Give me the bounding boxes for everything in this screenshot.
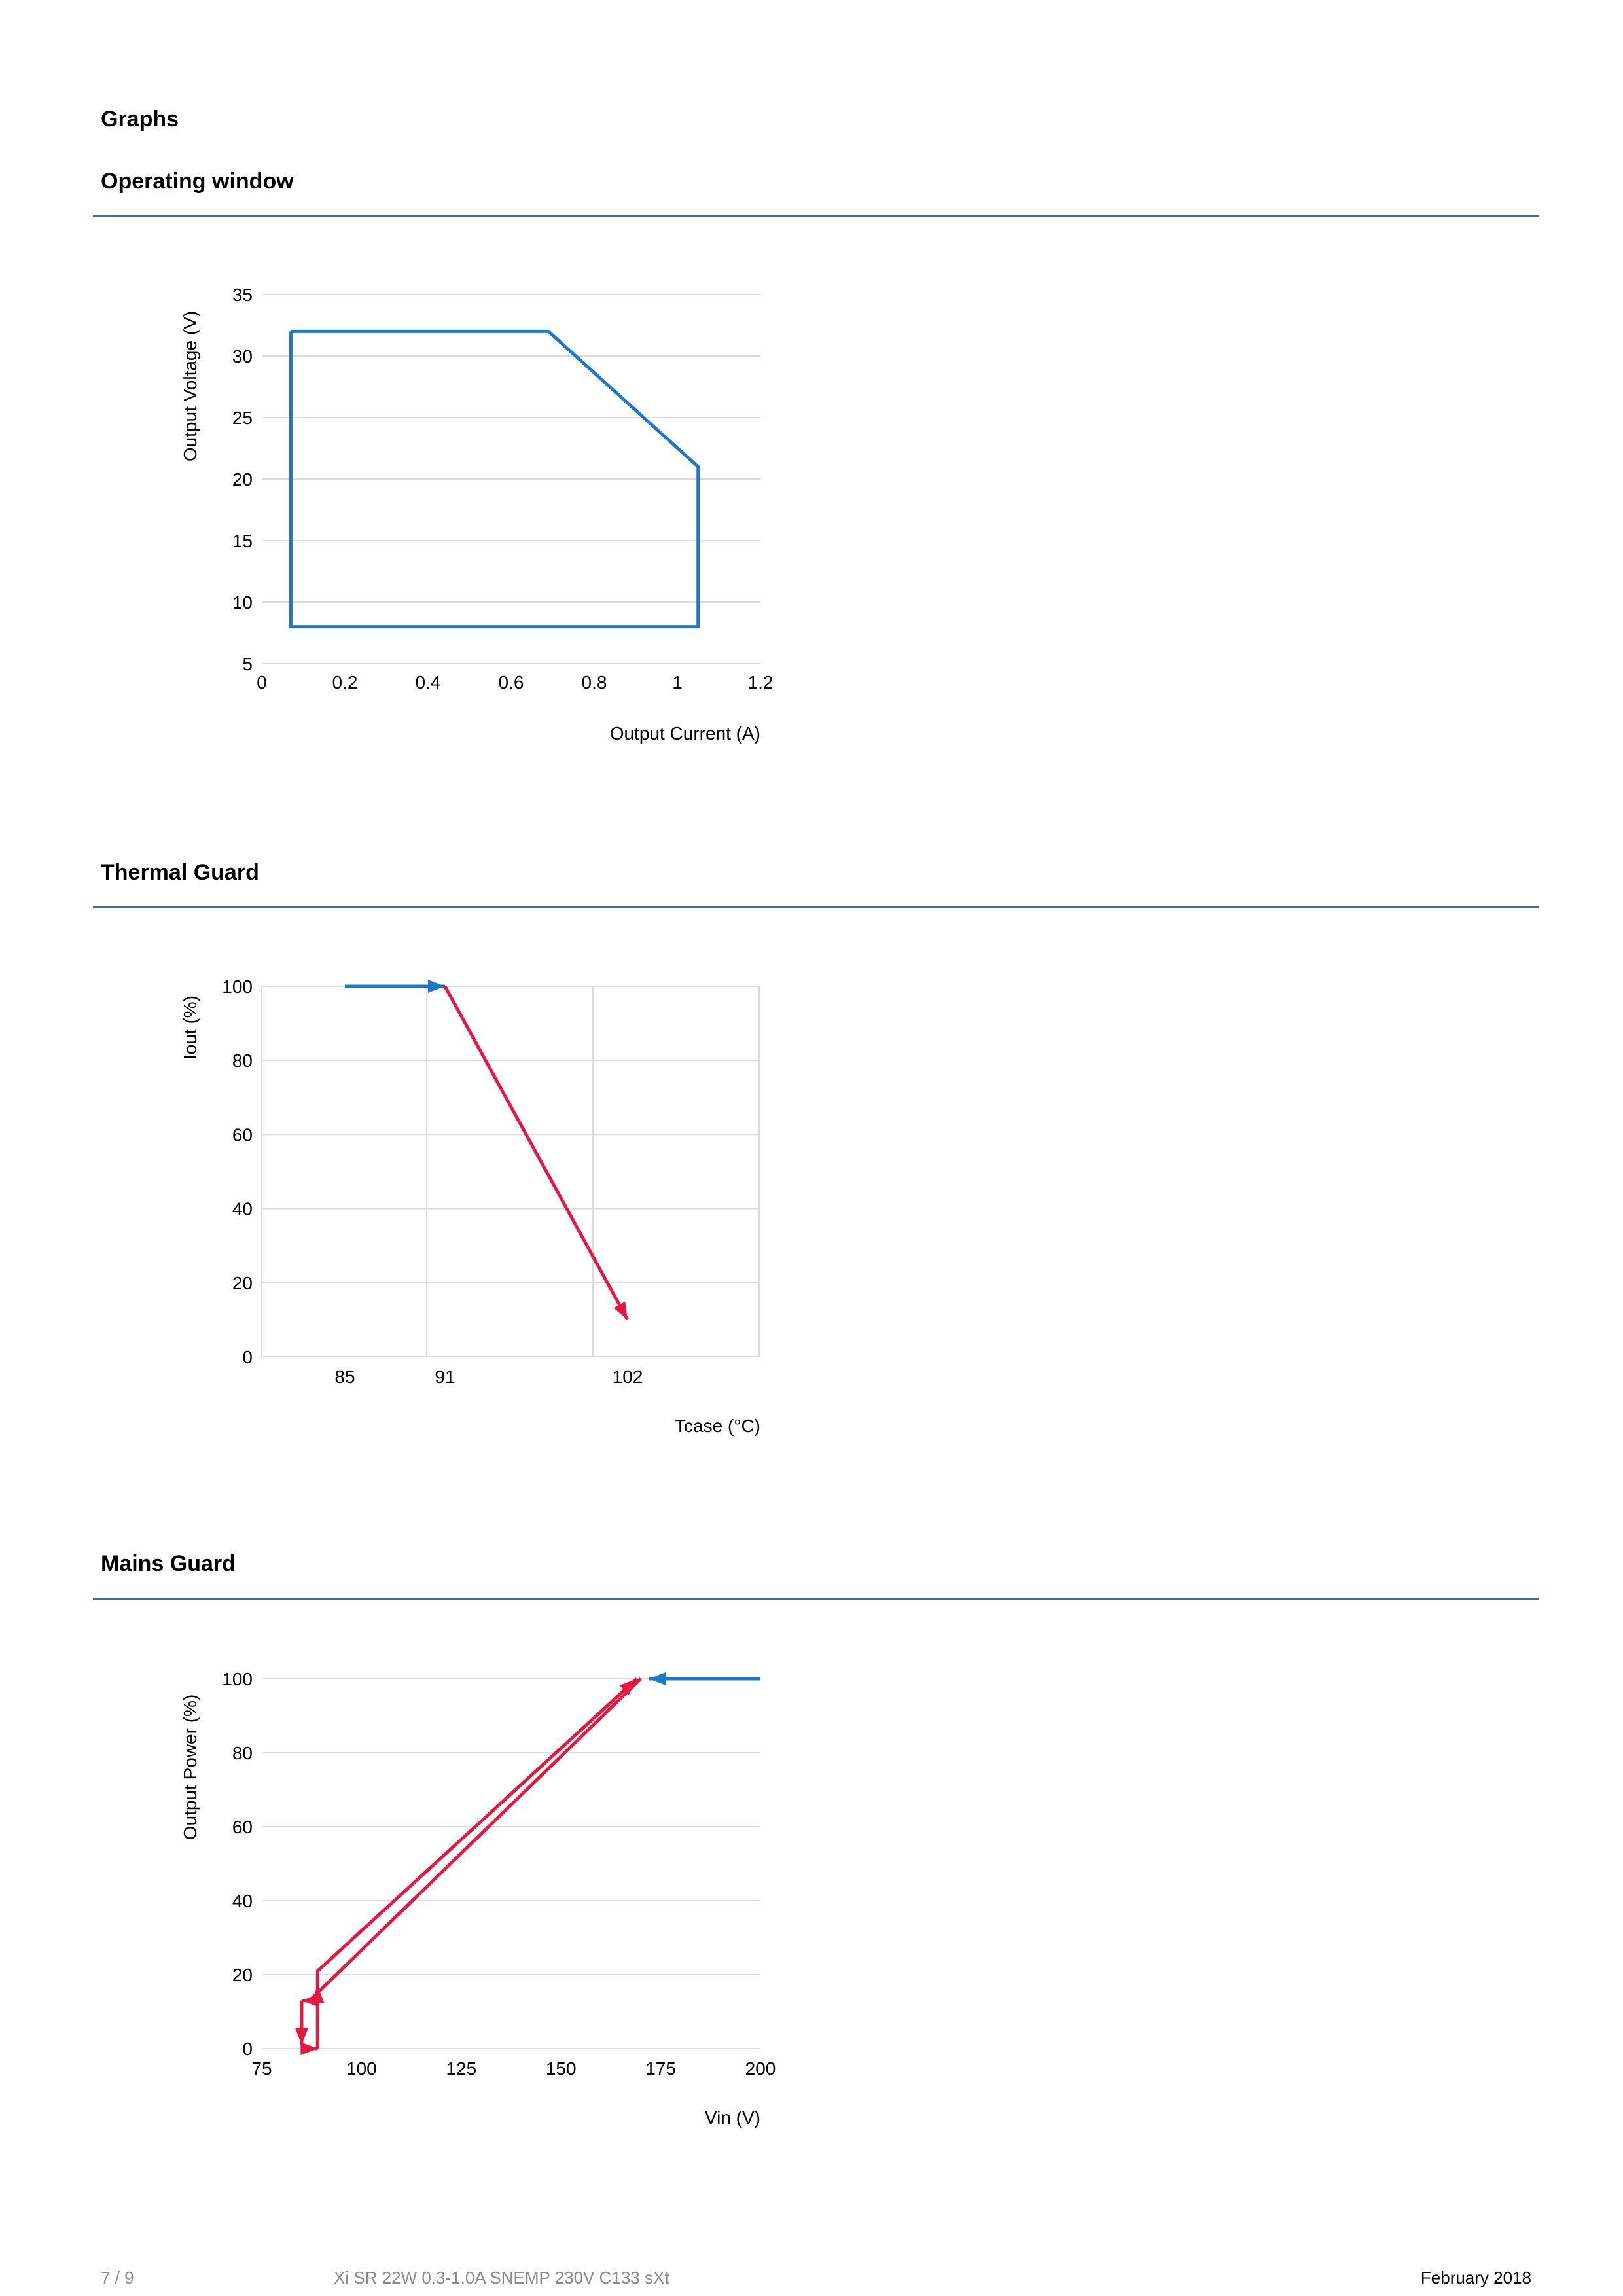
y-tick-label: 25 [232,408,253,428]
y-tick-label: 80 [232,1050,253,1071]
mains-guard-chart-svg: 0 20 40 60 80 100 75 100 125 150 175 200 Vin (V) Outp… [180,1669,776,2128]
section-title-operating-window: Operating window [101,169,294,194]
series-line [443,985,630,1321]
footer-page-number: 7 / 9 [101,2268,134,2287]
y-tick-label: 100 [222,977,253,997]
x-tick-label: 0.2 [332,672,358,692]
series-line [289,329,700,629]
y-axis-label: Output Voltage (V) [180,311,200,461]
series-arrow-head [428,980,445,993]
series-arrow-head [311,1985,325,2003]
series-arrow-head [613,1301,628,1320]
x-tick-label: 150 [546,2058,577,2079]
y-tick-label: 0 [242,2039,253,2059]
thermal-guard-chart-svg: 0 20 40 60 80 100 85 91 102 Tcase (°C) Iout (%) [180,977,760,1436]
x-tick-label: 91 [435,1367,455,1387]
x-tick-label: 1 [672,672,683,692]
x-tick-label: 102 [613,1367,643,1387]
x-tick-label: 0.4 [416,672,441,692]
x-tick-label: 0 [257,672,267,692]
y-tick-label: 10 [232,592,253,613]
section-rule [93,1598,1539,1600]
y-tick-label: 80 [232,1743,253,1763]
y-tick-label: 30 [232,346,253,367]
y-tick-label: 40 [232,1199,253,1219]
footer-date: February 2018 [1420,2268,1531,2287]
section-title-mains-guard: Mains Guard [101,1551,236,1576]
y-tick-label: 20 [232,1273,253,1293]
y-tick-label: 100 [222,1669,253,1689]
x-tick-label: 0.8 [582,672,607,692]
y-tick-label: 20 [232,1965,253,1985]
series-arrow-head [649,1672,666,1685]
section-title-thermal-guard: Thermal Guard [101,860,259,885]
x-tick-label: 0.6 [499,672,524,692]
series-arrow-head [300,2042,318,2055]
section-rule [93,215,1539,217]
x-tick-label: 85 [334,1367,355,1387]
x-tick-label: 75 [251,2058,272,2079]
y-axis-label: Output Power (%) [180,1695,200,1840]
x-tick-label: 125 [446,2058,476,2079]
page-heading: Graphs [101,107,179,132]
y-tick-label: 0 [242,1347,253,1367]
x-axis-label: Output Current (A) [610,723,760,744]
section-rule [93,906,1539,908]
y-tick-label: 60 [232,1124,253,1145]
x-tick-label: 100 [346,2058,377,2079]
series-arrow-head [620,1679,637,1695]
x-tick-label: 200 [745,2058,776,2079]
x-tick-label: 1.2 [748,672,774,692]
series-line [315,1677,638,1986]
series-arrow-head [294,2028,308,2045]
y-tick-label: 20 [232,469,253,490]
x-tick-label: 175 [645,2058,676,2079]
y-tick-label: 15 [232,531,253,551]
series-line [301,1677,642,2003]
y-tick-label: 60 [232,1817,253,1837]
y-tick-label: 5 [242,654,253,674]
y-tick-label: 40 [232,1891,253,1911]
y-axis-label: Iout (%) [180,996,200,1060]
x-axis-label: Vin (V) [705,2108,760,2128]
footer-product-name: Xi SR 22W 0.3-1.0A SNEMP 230V C133 sXt [334,2268,669,2287]
x-axis-label: Tcase (°C) [675,1416,760,1436]
y-tick-label: 35 [232,285,253,305]
operating-window-chart-svg: 5 10 15 20 25 30 35 0 0.2 0.4 0.6 0.8 1 1.2 Output Cur… [180,285,774,744]
